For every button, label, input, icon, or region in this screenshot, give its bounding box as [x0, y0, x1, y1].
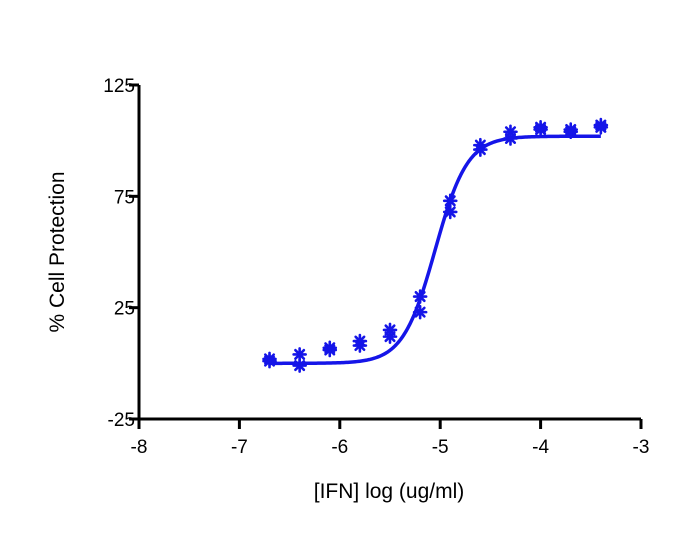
- data-point: [533, 122, 548, 137]
- x-tick-label: -8: [131, 437, 148, 458]
- data-point: [473, 142, 488, 157]
- data-point: [322, 340, 338, 356]
- data-point: [442, 193, 458, 209]
- y-tick-label: 25: [114, 299, 135, 320]
- data-point: [262, 353, 277, 369]
- y-tick-label: 75: [114, 187, 135, 208]
- data-point: [412, 304, 428, 320]
- data-point: [292, 358, 307, 373]
- y-tick-label: -25: [108, 410, 135, 431]
- fit-curve-group: [269, 134, 602, 366]
- data-point: [442, 204, 458, 220]
- x-tick-label: -6: [331, 437, 348, 458]
- x-tick-label: -3: [633, 437, 650, 458]
- x-axis-title: [IFN] log (ug/ml): [314, 480, 465, 503]
- x-tick-label: -7: [231, 437, 248, 458]
- data-point: [503, 131, 518, 146]
- data-point: [382, 329, 398, 344]
- axes: -8 -7 -6 -5 -4 -3 -25 25 75 125: [103, 76, 649, 458]
- y-axis-title: % Cell Protection: [46, 171, 69, 332]
- data-point: [593, 120, 609, 135]
- data-point: [563, 124, 579, 140]
- fit-curve: [269, 134, 602, 366]
- data-point: [352, 338, 368, 353]
- data-point: [412, 289, 428, 304]
- data-points: [262, 117, 609, 373]
- x-tick-label: -4: [532, 437, 549, 458]
- y-tick-label: 125: [103, 76, 135, 97]
- x-tick-label: -5: [432, 437, 449, 458]
